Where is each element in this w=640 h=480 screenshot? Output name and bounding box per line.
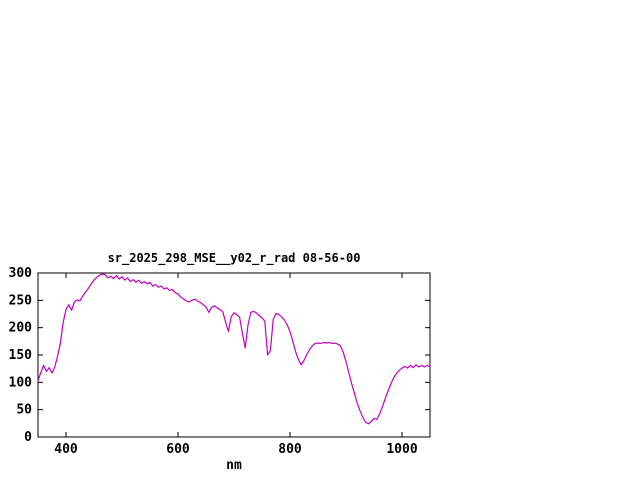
chart-title: sr_2025_298_MSE__y02_r_rad 08-56-00 (107, 251, 361, 265)
plot-border (37, 272, 431, 438)
x-tick-label: 600 (166, 442, 190, 457)
x-axis-label: nm (226, 458, 242, 473)
x-tick-label: 1000 (386, 442, 417, 457)
y-tick-label: 300 (9, 266, 33, 281)
y-tick-label: 150 (9, 348, 33, 363)
spectral-line (37, 273, 431, 425)
y-tick-label: 100 (9, 375, 33, 390)
y-tick-label: 0 (24, 430, 32, 445)
y-tick-label: 250 (9, 293, 33, 308)
x-tick-label: 800 (278, 442, 302, 457)
y-tick-label: 50 (16, 403, 32, 418)
y-tick-label: 200 (9, 321, 33, 336)
x-tick-label: 400 (54, 442, 78, 457)
